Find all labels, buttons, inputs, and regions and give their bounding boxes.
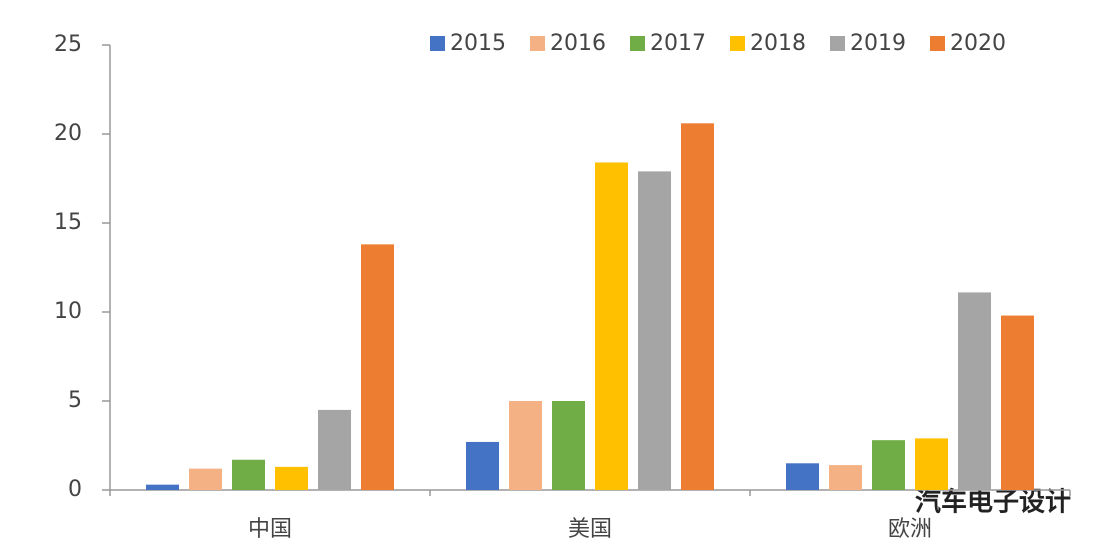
bar <box>595 162 628 491</box>
y-tick-label: 25 <box>54 32 82 57</box>
bar <box>466 441 499 490</box>
y-tick-label: 20 <box>54 121 82 146</box>
bar <box>829 465 862 490</box>
x-tick-label: 中国 <box>248 517 292 542</box>
bar <box>509 401 542 490</box>
legend-label: 2018 <box>750 31 806 56</box>
bar <box>189 468 222 490</box>
legend-swatch <box>930 36 945 51</box>
bar <box>318 409 351 490</box>
bar <box>552 401 585 490</box>
bar <box>786 463 819 490</box>
y-tick-label: 10 <box>54 299 82 324</box>
bar <box>232 459 265 490</box>
y-tick-label: 5 <box>68 388 82 413</box>
legend-swatch <box>530 36 545 51</box>
legend-label: 2020 <box>950 31 1006 56</box>
legend-swatch <box>830 36 845 51</box>
bar <box>275 466 308 490</box>
bar <box>638 171 671 490</box>
bar <box>872 440 905 490</box>
legend-label: 2015 <box>450 31 506 56</box>
legend-label: 2016 <box>550 31 606 56</box>
bar <box>681 123 714 490</box>
watermark: 汽车电子设计 <box>915 487 1071 518</box>
y-tick-label: 15 <box>54 210 82 235</box>
x-tick-label: 美国 <box>568 517 612 542</box>
bar <box>361 244 394 490</box>
legend-swatch <box>630 36 645 51</box>
legend-label: 2019 <box>850 31 906 56</box>
legend-label: 2017 <box>650 31 706 56</box>
bar <box>146 484 179 490</box>
bar <box>915 438 948 490</box>
legend-swatch <box>730 36 745 51</box>
legend-swatch <box>430 36 445 51</box>
bar <box>958 292 991 490</box>
bar <box>1001 315 1034 490</box>
y-tick-label: 0 <box>68 477 82 502</box>
x-tick-label: 欧洲 <box>888 517 932 542</box>
